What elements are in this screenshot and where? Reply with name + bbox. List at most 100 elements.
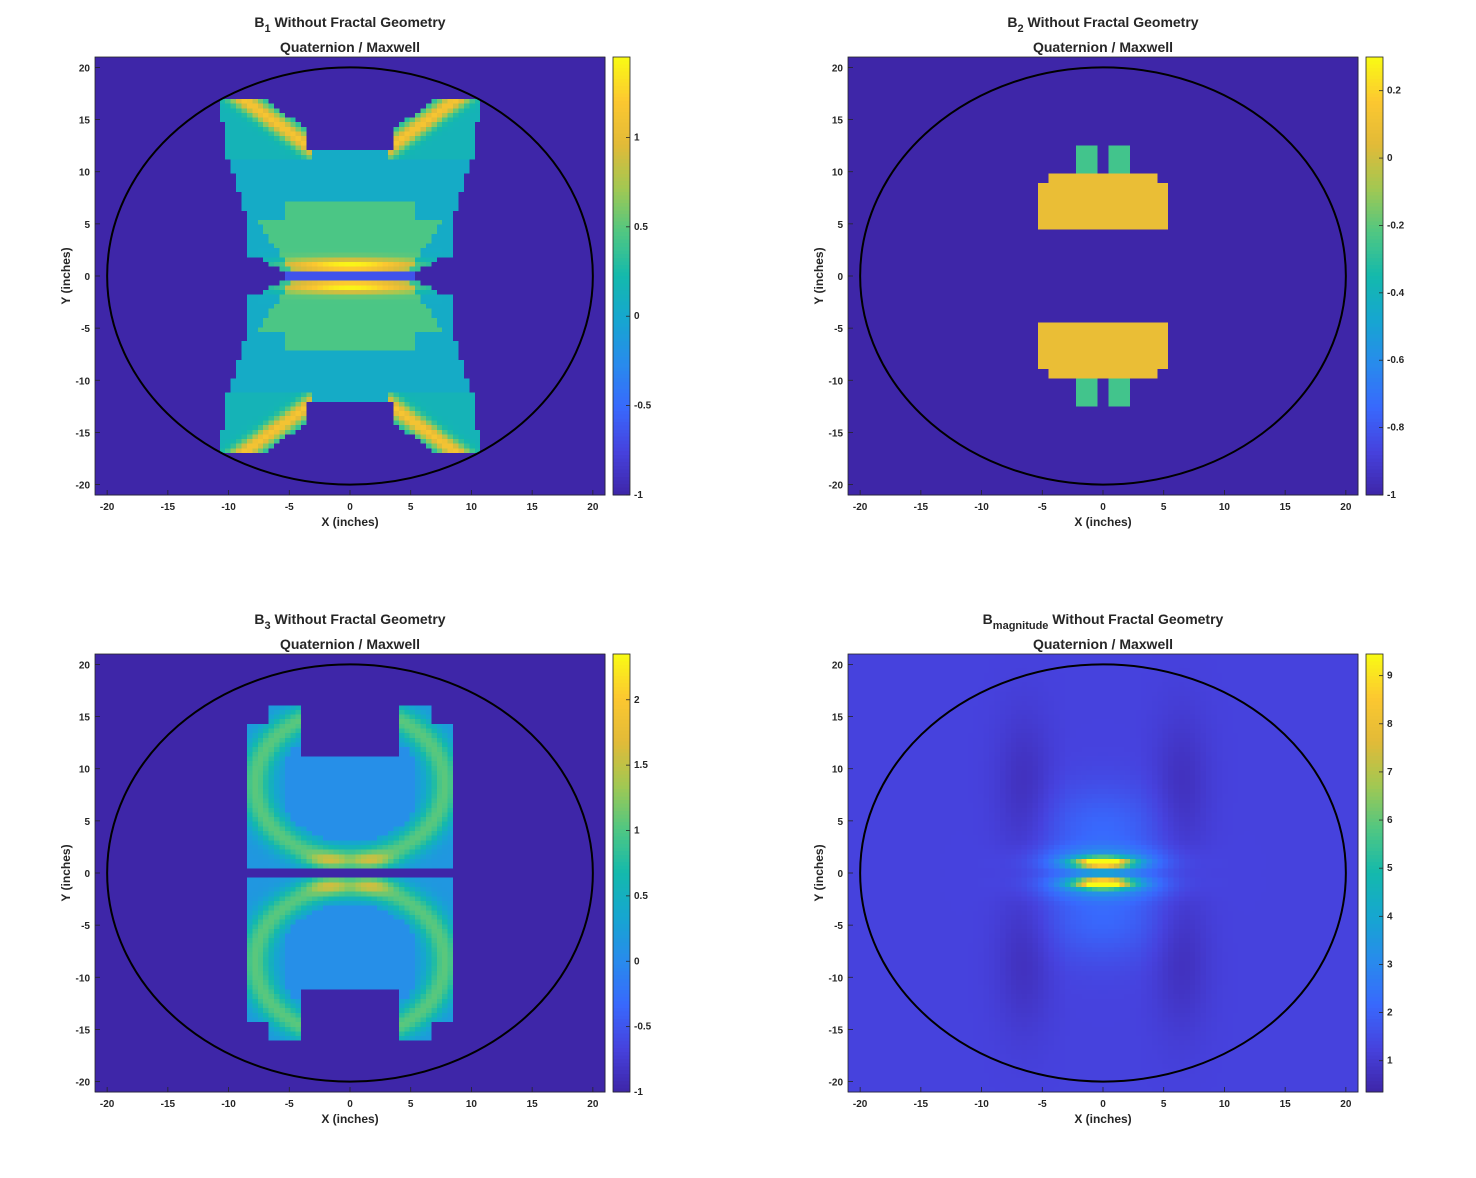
heatmap-cell <box>458 294 465 300</box>
heatmap-cell <box>371 103 378 109</box>
heatmap-cell <box>105 117 112 123</box>
heatmap-cell <box>181 178 188 184</box>
heatmap-cell <box>149 238 156 244</box>
heatmap-cell <box>301 276 308 282</box>
heatmap-cell <box>149 103 156 109</box>
heatmap-cell <box>387 187 395 193</box>
heatmap-cell <box>333 84 340 91</box>
heatmap-cell <box>480 220 487 226</box>
heatmap-cell <box>469 280 476 286</box>
heatmap-cell <box>567 131 574 137</box>
heatmap-cell <box>507 262 514 268</box>
heatmap-cell <box>387 215 395 221</box>
heatmap-cell <box>556 136 563 142</box>
heatmap-cell <box>132 126 140 133</box>
heatmap-cell <box>268 140 275 147</box>
heatmap-cell <box>181 252 188 258</box>
heatmap-cell <box>387 234 395 240</box>
heatmap-cell <box>556 187 563 193</box>
heatmap-cell <box>436 168 443 175</box>
heatmap-cell <box>127 276 134 282</box>
heatmap-cell <box>409 276 416 282</box>
heatmap-cell <box>453 215 460 221</box>
heatmap-cell <box>165 238 172 244</box>
heatmap-cell <box>550 117 557 123</box>
heatmap-cell <box>236 122 243 128</box>
heatmap-cell <box>480 159 487 165</box>
heatmap-cell <box>132 280 140 286</box>
heatmap-cell <box>236 61 243 67</box>
heatmap-cell <box>442 196 449 203</box>
heatmap-cell <box>534 131 541 137</box>
heatmap-cell <box>545 238 552 244</box>
heatmap-cell <box>165 145 172 151</box>
heatmap-cell <box>474 57 481 63</box>
heatmap-cell <box>588 122 595 128</box>
heatmap-cell <box>588 117 595 123</box>
heatmap-cell <box>512 206 519 212</box>
heatmap-cell <box>382 140 389 147</box>
heatmap-cell <box>333 187 340 193</box>
heatmap-cell <box>398 243 405 249</box>
heatmap-cell <box>187 271 194 277</box>
heatmap-cell <box>116 201 123 207</box>
heatmap-cell <box>154 136 161 142</box>
heatmap-cell <box>556 103 563 109</box>
heatmap-cell <box>138 192 145 198</box>
heatmap-cell <box>393 89 400 95</box>
heatmap-cell <box>355 80 362 86</box>
heatmap-cell <box>366 215 373 221</box>
heatmap-cell <box>312 280 319 286</box>
heatmap-cell <box>333 154 340 161</box>
heatmap-cell <box>192 271 199 277</box>
heatmap-cell <box>268 80 275 86</box>
heatmap-cell <box>371 150 378 156</box>
heatmap-cell <box>100 220 107 226</box>
heatmap-cell <box>252 70 259 77</box>
heatmap-cell <box>138 117 145 123</box>
heatmap-cell <box>463 112 470 119</box>
heatmap-cell <box>398 271 405 277</box>
heatmap-cell <box>463 280 470 286</box>
heatmap-cell <box>512 126 519 133</box>
heatmap-cell <box>132 84 140 91</box>
heatmap-cell <box>230 136 237 142</box>
heatmap-cell <box>208 243 215 249</box>
heatmap-cell <box>583 84 590 91</box>
heatmap-cell <box>170 154 177 161</box>
heatmap-cell <box>577 75 584 81</box>
heatmap-cell <box>355 280 362 286</box>
heatmap-cell <box>561 80 568 86</box>
heatmap-cell <box>116 89 123 95</box>
heatmap-cell <box>534 70 541 77</box>
heatmap-cell <box>322 154 329 161</box>
heatmap-cell <box>279 229 286 235</box>
heatmap-cell <box>588 215 595 221</box>
heatmap-cell <box>165 122 172 128</box>
heatmap-cell <box>154 201 161 207</box>
heatmap-cell <box>496 215 503 221</box>
heatmap-cell <box>339 145 346 151</box>
heatmap-cell <box>572 70 579 77</box>
heatmap-cell <box>192 66 199 72</box>
heatmap-cell <box>507 98 514 105</box>
heatmap-cell <box>295 136 302 142</box>
heatmap-cell <box>518 178 525 184</box>
heatmap-cell <box>208 229 215 235</box>
heatmap-cell <box>485 168 492 175</box>
heatmap-cell <box>599 98 606 105</box>
heatmap-cell <box>306 70 313 77</box>
heatmap-cell <box>192 145 199 151</box>
heatmap-cell <box>105 206 112 212</box>
heatmap-cell <box>322 89 329 95</box>
heatmap-cell <box>322 234 329 240</box>
heatmap-cell <box>491 215 498 221</box>
heatmap-cell <box>170 252 177 258</box>
heatmap-cell <box>187 131 194 137</box>
heatmap-cell <box>154 210 161 217</box>
heatmap-cell <box>480 280 487 286</box>
heatmap-cell <box>355 159 362 165</box>
heatmap-cell <box>360 178 367 184</box>
heatmap-cell <box>442 103 449 109</box>
heatmap-cell <box>246 98 253 105</box>
